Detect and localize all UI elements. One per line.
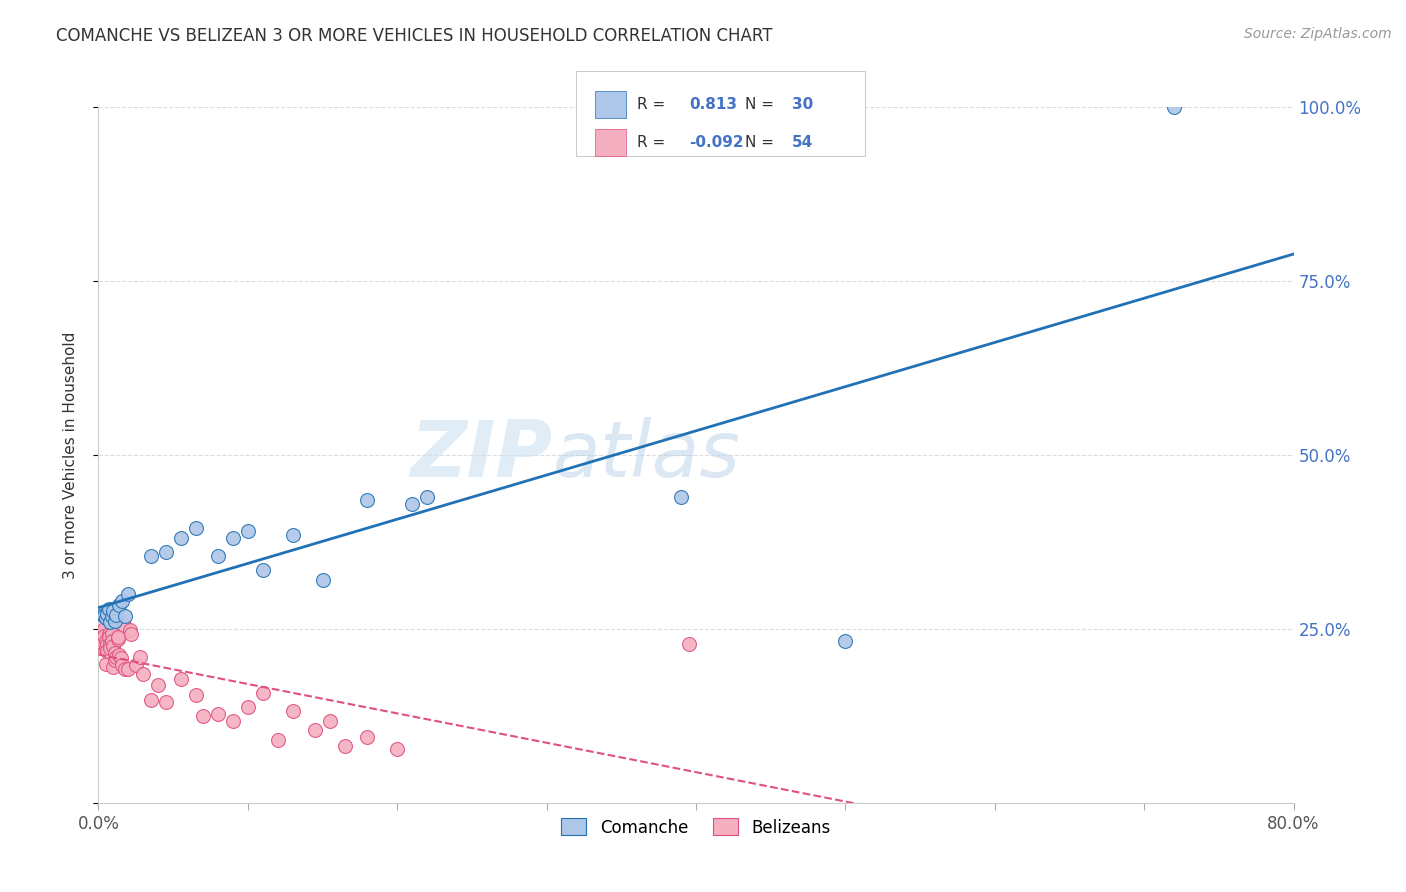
Point [356,730,378,744]
Point [1163,100,1185,114]
Point [184,521,207,535]
Point [90,639,112,653]
Point [125,658,148,673]
Text: R =: R = [637,135,665,150]
Point [91,607,114,622]
Point [222,532,245,546]
Point [98,637,122,651]
Point [120,627,142,641]
Text: Source: ZipAtlas.com: Source: ZipAtlas.com [1244,27,1392,41]
Point [222,714,245,728]
Point [207,549,229,563]
Point [93,609,115,624]
Point [129,649,152,664]
Point [105,607,128,622]
Point [401,497,423,511]
Point [94,611,117,625]
Point [114,662,136,676]
Point [148,677,170,691]
Point [114,609,136,624]
Point [834,634,856,648]
Point [91,637,114,651]
Point [93,622,115,636]
Point [101,609,124,624]
Text: -0.092: -0.092 [689,135,744,150]
Point [416,490,439,504]
Point [139,693,162,707]
Point [184,688,207,702]
Text: N =: N = [745,96,775,112]
Legend: Comanche, Belizeans: Comanche, Belizeans [554,812,838,843]
Point [155,695,177,709]
Point [96,607,118,621]
Point [104,646,127,660]
Text: 54: 54 [792,135,813,150]
Point [281,528,304,542]
Point [89,636,111,650]
Point [104,614,127,628]
Point [311,573,333,587]
Point [90,632,112,647]
Y-axis label: 3 or more Vehicles in Household: 3 or more Vehicles in Household [63,331,77,579]
Point [107,630,129,644]
Point [97,630,120,644]
Point [111,658,134,673]
Point [155,545,177,559]
Point [105,649,128,664]
Point [96,637,118,651]
Point [97,602,120,616]
Point [281,704,304,718]
Point [319,714,342,728]
Point [669,490,692,504]
Point [333,739,356,753]
Point [252,563,274,577]
Point [101,627,124,641]
Point [98,615,122,629]
Text: 30: 30 [792,96,813,112]
Point [267,733,290,747]
Text: N =: N = [745,135,775,150]
Point [101,634,124,648]
Point [93,629,115,643]
Text: ZIP: ZIP [411,417,553,493]
Point [169,672,191,686]
Point [111,594,134,608]
Point [117,662,139,676]
Point [236,699,259,714]
Point [108,648,131,663]
Point [207,706,229,721]
Point [108,598,131,612]
Point [103,660,125,674]
Point [107,632,129,647]
Point [139,549,162,563]
Point [236,524,259,539]
Text: 0.813: 0.813 [689,96,737,112]
Point [385,741,409,756]
Point [94,641,117,656]
Point [94,634,117,648]
Point [117,587,139,601]
Point [118,624,141,638]
Point [169,532,191,546]
Point [252,686,274,700]
Point [91,625,114,640]
Point [94,657,117,671]
Point [110,651,132,665]
Text: COMANCHE VS BELIZEAN 3 OR MORE VEHICLES IN HOUSEHOLD CORRELATION CHART: COMANCHE VS BELIZEAN 3 OR MORE VEHICLES … [56,27,773,45]
Point [104,653,127,667]
Point [96,644,118,658]
Point [98,641,122,656]
Point [304,723,326,737]
Text: R =: R = [637,96,665,112]
Point [103,605,125,619]
Point [191,708,214,723]
Point [678,637,700,651]
Point [112,618,135,632]
Point [97,627,120,641]
Point [356,493,378,508]
Point [132,667,155,681]
Text: atlas: atlas [553,417,741,493]
Point [103,639,125,653]
